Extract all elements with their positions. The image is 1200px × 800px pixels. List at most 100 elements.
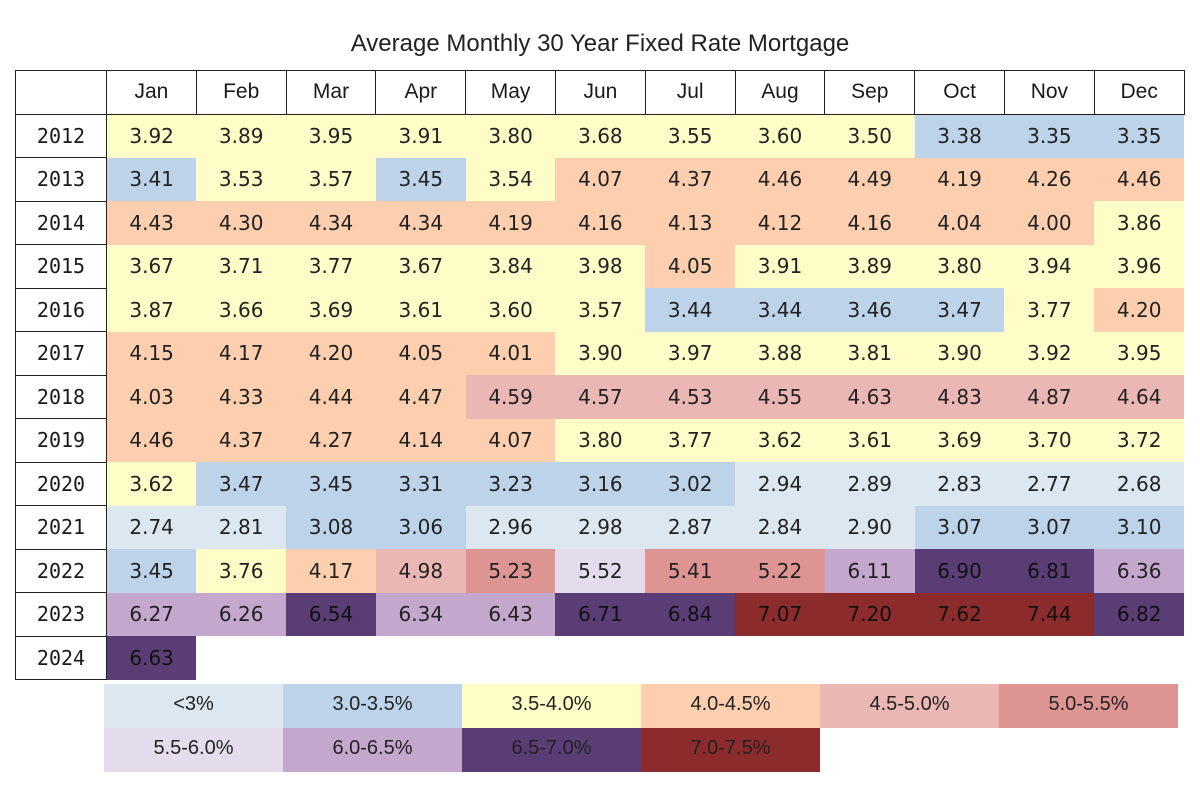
heat-cell-2013-mar: 3.57 [286,158,376,202]
heat-cell-2015-apr: 3.67 [376,245,466,289]
heat-cell-2020-aug: 2.94 [735,462,825,506]
heat-cell-2016-apr: 3.61 [376,288,466,332]
heat-cell-2015-jul: 4.05 [645,245,735,289]
heat-cell-2019-nov: 3.70 [1004,419,1094,463]
heat-cell-2014-jan: 4.43 [107,201,197,245]
heat-cell-2014-mar: 4.34 [286,201,376,245]
heat-cell-2019-aug: 3.62 [735,419,825,463]
year-label: 2021 [16,506,107,550]
legend-item: 3.0-3.5% [283,684,462,728]
empty-cell [1094,636,1184,680]
month-header-jul: Jul [645,71,735,115]
month-header-row: Jan Feb Mar Apr May Jun Jul Aug Sep Oct Nov Dec [16,71,1185,115]
heatmap-table-container: Jan Feb Mar Apr May Jun Jul Aug Sep Oct Nov Dec 201… [15,70,1185,680]
month-header-nov: Nov [1004,71,1094,115]
heat-cell-2022-aug: 5.22 [735,549,825,593]
heat-cell-2016-jan: 3.87 [107,288,197,332]
year-row-2018: 2018 4.03 4.33 4.44 4.47 4.59 4.57 4.53 4.55 4.63… [16,375,1185,419]
year-row-2017: 2017 4.15 4.17 4.20 4.05 4.01 3.90 3.97 3.88 3.81… [16,332,1185,376]
heat-cell-2023-may: 6.43 [466,593,556,637]
heat-cell-2018-jan: 4.03 [107,375,197,419]
heat-cell-2019-mar: 4.27 [286,419,376,463]
heat-cell-2017-nov: 3.92 [1004,332,1094,376]
heat-cell-2023-dec: 6.82 [1094,593,1184,637]
heat-cell-2016-sep: 3.46 [825,288,915,332]
heat-cell-2014-oct: 4.04 [915,201,1005,245]
heat-cell-2021-jul: 2.87 [645,506,735,550]
heat-cell-2017-jul: 3.97 [645,332,735,376]
heat-cell-2016-oct: 3.47 [915,288,1005,332]
heat-cell-2022-dec: 6.36 [1094,549,1184,593]
heat-cell-2018-apr: 4.47 [376,375,466,419]
heat-cell-2014-apr: 4.34 [376,201,466,245]
heat-cell-2021-nov: 3.07 [1004,506,1094,550]
heat-cell-2018-may: 4.59 [466,375,556,419]
heat-cell-2017-dec: 3.95 [1094,332,1184,376]
year-label: 2022 [16,549,107,593]
heat-cell-2017-oct: 3.90 [915,332,1005,376]
heat-cell-2021-oct: 3.07 [915,506,1005,550]
heat-cell-2020-nov: 2.77 [1004,462,1094,506]
heat-cell-2013-feb: 3.53 [196,158,286,202]
heat-cell-2017-mar: 4.20 [286,332,376,376]
month-header-jan: Jan [107,71,197,115]
heat-cell-2015-jan: 3.67 [107,245,197,289]
heat-cell-2015-jun: 3.98 [555,245,645,289]
heat-cell-2013-jan: 3.41 [107,158,197,202]
heat-cell-2013-oct: 4.19 [915,158,1005,202]
empty-cell [286,636,376,680]
heat-cell-2024-jan: 6.63 [107,636,197,680]
year-row-2015: 2015 3.67 3.71 3.77 3.67 3.84 3.98 4.05 3.91 3.89… [16,245,1185,289]
heat-cell-2015-feb: 3.71 [196,245,286,289]
heat-cell-2023-sep: 7.20 [825,593,915,637]
heat-cell-2018-nov: 4.87 [1004,375,1094,419]
heat-cell-2018-mar: 4.44 [286,375,376,419]
heat-cell-2019-apr: 4.14 [376,419,466,463]
heat-cell-2018-sep: 4.63 [825,375,915,419]
heat-cell-2023-jan: 6.27 [107,593,197,637]
heat-cell-2020-jun: 3.16 [555,462,645,506]
heat-cell-2013-aug: 4.46 [735,158,825,202]
legend-row: 5.5-6.0% 6.0-6.5% 6.5-7.0% 7.0-7.5% [104,728,1178,772]
month-header-sep: Sep [825,71,915,115]
year-row-2016: 2016 3.87 3.66 3.69 3.61 3.60 3.57 3.44 3.44 3.46… [16,288,1185,332]
empty-cell [376,636,466,680]
heat-cell-2022-may: 5.23 [466,549,556,593]
heat-cell-2012-apr: 3.91 [376,114,466,158]
heat-cell-2014-jun: 4.16 [555,201,645,245]
heat-cell-2020-oct: 2.83 [915,462,1005,506]
year-row-2019: 2019 4.46 4.37 4.27 4.14 4.07 3.80 3.77 3.62 3.61… [16,419,1185,463]
heat-cell-2016-dec: 4.20 [1094,288,1184,332]
year-label: 2017 [16,332,107,376]
heat-cell-2013-apr: 3.45 [376,158,466,202]
month-header-dec: Dec [1094,71,1184,115]
heat-cell-2019-sep: 3.61 [825,419,915,463]
heat-cell-2014-jul: 4.13 [645,201,735,245]
heat-cell-2022-jun: 5.52 [555,549,645,593]
month-header-apr: Apr [376,71,466,115]
heat-cell-2021-may: 2.96 [466,506,556,550]
year-label: 2013 [16,158,107,202]
month-header-mar: Mar [286,71,376,115]
heat-cell-2012-aug: 3.60 [735,114,825,158]
heat-cell-2015-oct: 3.80 [915,245,1005,289]
heat-cell-2013-nov: 4.26 [1004,158,1094,202]
heat-cell-2023-mar: 6.54 [286,593,376,637]
year-label: 2014 [16,201,107,245]
heat-cell-2023-aug: 7.07 [735,593,825,637]
corner-cell [16,71,107,115]
heat-cell-2016-jun: 3.57 [555,288,645,332]
heat-cell-2014-dec: 3.86 [1094,201,1184,245]
year-row-2014: 2014 4.43 4.30 4.34 4.34 4.19 4.16 4.13 4.12 4.16… [16,201,1185,245]
year-row-2013: 2013 3.41 3.53 3.57 3.45 3.54 4.07 4.37 4.46 4.49… [16,158,1185,202]
heat-cell-2023-feb: 6.26 [196,593,286,637]
heat-cell-2012-mar: 3.95 [286,114,376,158]
heat-cell-2021-jan: 2.74 [107,506,197,550]
year-label: 2018 [16,375,107,419]
heat-cell-2012-nov: 3.35 [1004,114,1094,158]
heatmap-table: Jan Feb Mar Apr May Jun Jul Aug Sep Oct Nov Dec 201… [15,70,1185,680]
heat-cell-2023-jun: 6.71 [555,593,645,637]
legend-item: 4.5-5.0% [820,684,999,728]
heat-cell-2018-dec: 4.64 [1094,375,1184,419]
legend-item: 7.0-7.5% [641,728,820,772]
